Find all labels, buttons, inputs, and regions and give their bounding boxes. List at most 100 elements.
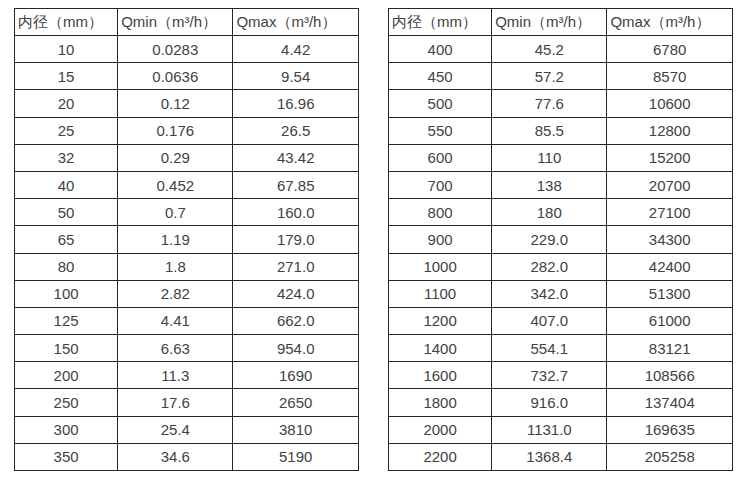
cell-diameter: 40 xyxy=(15,171,118,198)
cell-qmin: 229.0 xyxy=(492,226,607,253)
table-row: 801.8271.0 xyxy=(15,253,359,280)
cell-qmin: 732.7 xyxy=(492,362,607,389)
table-row: 1200407.061000 xyxy=(389,307,733,334)
cell-qmax: 27100 xyxy=(607,199,733,226)
cell-diameter: 25 xyxy=(15,117,118,144)
cell-qmin: 138 xyxy=(492,171,607,198)
cell-qmin: 45.2 xyxy=(492,36,607,63)
cell-qmax: 954.0 xyxy=(233,335,359,362)
table-row: 1100342.051300 xyxy=(389,280,733,307)
table-row: 400.45267.85 xyxy=(15,171,359,198)
header-row: 内径（mm）Qmin（m³/h）Qmax（m³/h） xyxy=(15,9,359,36)
cell-qmin: 1131.0 xyxy=(492,416,607,443)
cell-diameter: 250 xyxy=(15,389,118,416)
cell-diameter: 450 xyxy=(389,63,492,90)
header-cell-diameter: 内径（mm） xyxy=(15,9,118,36)
cell-qmin: 1.8 xyxy=(118,253,233,280)
cell-qmin: 6.63 xyxy=(118,335,233,362)
cell-qmax: 83121 xyxy=(607,335,733,362)
cell-qmin: 34.6 xyxy=(118,443,233,470)
cell-qmax: 12800 xyxy=(607,117,733,144)
cell-qmax: 160.0 xyxy=(233,199,359,226)
table-row: 1254.41662.0 xyxy=(15,307,359,334)
table-row: 55085.512800 xyxy=(389,117,733,144)
cell-qmin: 342.0 xyxy=(492,280,607,307)
cell-qmax: 1690 xyxy=(233,362,359,389)
table-row: 45057.28570 xyxy=(389,63,733,90)
cell-diameter: 65 xyxy=(15,226,118,253)
cell-qmax: 9.54 xyxy=(233,63,359,90)
cell-diameter: 125 xyxy=(15,307,118,334)
cell-qmin: 180 xyxy=(492,199,607,226)
cell-qmax: 16.96 xyxy=(233,90,359,117)
cell-diameter: 50 xyxy=(15,199,118,226)
cell-qmax: 8570 xyxy=(607,63,733,90)
table-row: 100.02834.42 xyxy=(15,36,359,63)
header-cell-qmax: Qmax（m³/h） xyxy=(233,9,359,36)
table-row: 25017.62650 xyxy=(15,389,359,416)
cell-qmax: 662.0 xyxy=(233,307,359,334)
cell-diameter: 200 xyxy=(15,362,118,389)
table-row: 22001368.4205258 xyxy=(389,443,733,470)
cell-diameter: 550 xyxy=(389,117,492,144)
page: 内径（mm）Qmin（m³/h）Qmax（m³/h）100.02834.4215… xyxy=(0,0,750,483)
cell-qmax: 61000 xyxy=(607,307,733,334)
cell-diameter: 20 xyxy=(15,90,118,117)
table-row: 80018027100 xyxy=(389,199,733,226)
header-cell-qmin: Qmin（m³/h） xyxy=(492,9,607,36)
cell-diameter: 900 xyxy=(389,226,492,253)
table-row: 200.1216.96 xyxy=(15,90,359,117)
cell-qmax: 137404 xyxy=(607,389,733,416)
table-row: 320.2943.42 xyxy=(15,144,359,171)
cell-qmax: 51300 xyxy=(607,280,733,307)
cell-qmax: 424.0 xyxy=(233,280,359,307)
cell-diameter: 1200 xyxy=(389,307,492,334)
table-row: 1400554.183121 xyxy=(389,335,733,362)
cell-diameter: 1100 xyxy=(389,280,492,307)
cell-qmin: 11.3 xyxy=(118,362,233,389)
cell-qmax: 3810 xyxy=(233,416,359,443)
cell-qmax: 10600 xyxy=(607,90,733,117)
cell-qmin: 0.452 xyxy=(118,171,233,198)
cell-qmin: 0.0283 xyxy=(118,36,233,63)
cell-diameter: 600 xyxy=(389,144,492,171)
cell-diameter: 15 xyxy=(15,63,118,90)
cell-qmax: 26.5 xyxy=(233,117,359,144)
cell-diameter: 700 xyxy=(389,171,492,198)
table-row: 1002.82424.0 xyxy=(15,280,359,307)
cell-qmin: 282.0 xyxy=(492,253,607,280)
cell-qmax: 271.0 xyxy=(233,253,359,280)
table-row: 20001131.0169635 xyxy=(389,416,733,443)
header-cell-qmin: Qmin（m³/h） xyxy=(118,9,233,36)
cell-qmin: 0.0636 xyxy=(118,63,233,90)
cell-qmin: 4.41 xyxy=(118,307,233,334)
cell-diameter: 100 xyxy=(15,280,118,307)
cell-diameter: 2000 xyxy=(389,416,492,443)
table-row: 1600732.7108566 xyxy=(389,362,733,389)
cell-diameter: 150 xyxy=(15,335,118,362)
cell-qmax: 205258 xyxy=(607,443,733,470)
cell-qmax: 179.0 xyxy=(233,226,359,253)
cell-diameter: 1800 xyxy=(389,389,492,416)
cell-qmax: 67.85 xyxy=(233,171,359,198)
spec-table-small-diameters: 内径（mm）Qmin（m³/h）Qmax（m³/h）100.02834.4215… xyxy=(14,8,359,471)
table-row: 70013820700 xyxy=(389,171,733,198)
cell-qmax: 34300 xyxy=(607,226,733,253)
cell-diameter: 1400 xyxy=(389,335,492,362)
table-row: 1506.63954.0 xyxy=(15,335,359,362)
cell-qmin: 57.2 xyxy=(492,63,607,90)
cell-qmax: 20700 xyxy=(607,171,733,198)
table-row: 40045.26780 xyxy=(389,36,733,63)
cell-diameter: 350 xyxy=(15,443,118,470)
cell-qmin: 916.0 xyxy=(492,389,607,416)
cell-diameter: 400 xyxy=(389,36,492,63)
cell-diameter: 500 xyxy=(389,90,492,117)
cell-qmin: 0.12 xyxy=(118,90,233,117)
cell-qmin: 1368.4 xyxy=(492,443,607,470)
cell-qmin: 77.6 xyxy=(492,90,607,117)
cell-qmax: 43.42 xyxy=(233,144,359,171)
table-row: 651.19179.0 xyxy=(15,226,359,253)
cell-diameter: 800 xyxy=(389,199,492,226)
cell-diameter: 1000 xyxy=(389,253,492,280)
cell-diameter: 32 xyxy=(15,144,118,171)
